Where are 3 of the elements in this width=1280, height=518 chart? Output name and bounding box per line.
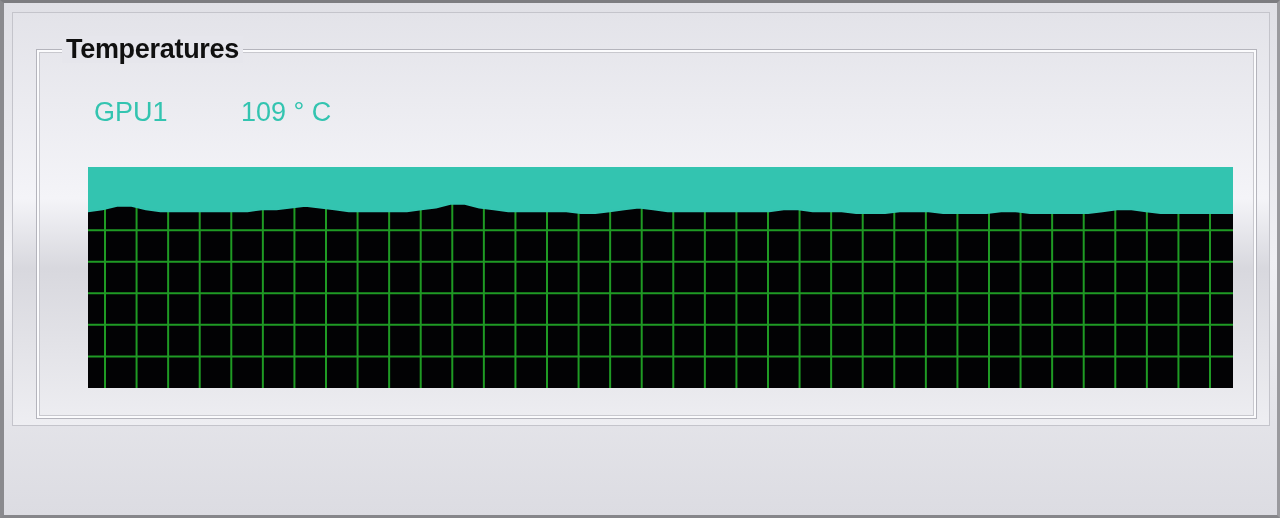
chart-title: Temperatures <box>62 34 243 64</box>
text: 109 ° C <box>241 97 332 127</box>
series-label: GPU1 <box>94 97 168 127</box>
